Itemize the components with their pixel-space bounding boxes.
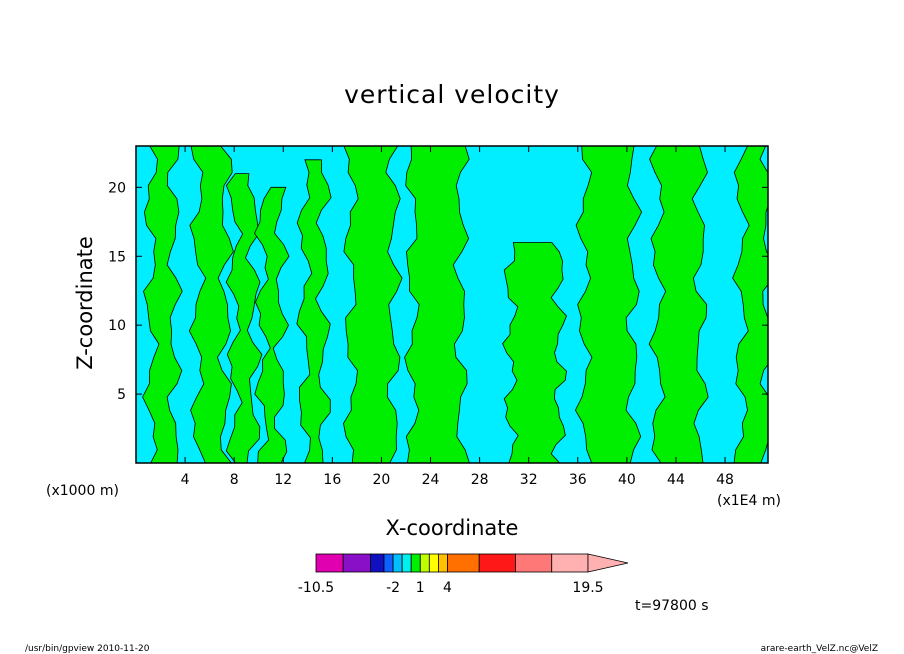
x-unit-right: (x1E4 m): [717, 493, 781, 509]
colorbar-tick-label: -2: [386, 580, 400, 596]
colorbar-segment: [410, 553, 421, 573]
positive-band: [343, 146, 403, 463]
colorbar-segment: [401, 553, 412, 573]
colorbar-tick-label: 19.5: [572, 580, 603, 596]
x-tick-label: 20: [373, 472, 391, 488]
colorbar-segment: [419, 553, 430, 573]
x-axis: 4 8 12 16 20 24 28 32 36 40 44 48: [181, 146, 734, 488]
chart-title: vertical velocity: [344, 80, 560, 109]
positive-band: [732, 146, 768, 463]
colorbar-segment: [392, 553, 403, 573]
positive-band: [502, 242, 567, 463]
y-tick-label: 10: [108, 318, 126, 334]
positive-band: [188, 146, 234, 463]
colorbar-segment: [342, 553, 371, 573]
colorbar-segment: [369, 553, 385, 573]
time-label: t=97800 s: [635, 598, 709, 614]
x-tick-label: 12: [274, 472, 292, 488]
footer-right: arare-earth_VelZ.nc@VelZ: [761, 644, 878, 654]
positive-band: [254, 186, 290, 463]
x-unit-left: (x1000 m): [46, 483, 119, 499]
y-tick-label: 5: [117, 387, 126, 403]
x-tick-label: 16: [323, 472, 341, 488]
colorbar-tick-label: -10.5: [298, 580, 334, 596]
x-tick-label: 48: [716, 472, 734, 488]
x-tick-label: 24: [422, 472, 440, 488]
colorbar-extension-arrow: [587, 553, 629, 573]
x-tick-label: 32: [520, 472, 538, 488]
colorbar-segment: [315, 553, 344, 573]
colorbar-segment: [551, 553, 589, 573]
colorbar-segment: [383, 553, 394, 573]
positive-band: [142, 146, 183, 463]
positive-band: [225, 173, 263, 463]
positive-band: [574, 146, 643, 463]
footer-left: /usr/bin/gpview 2010-11-20: [25, 644, 150, 654]
y-tick-label: 15: [108, 249, 126, 265]
colorbar-segment: [428, 553, 439, 573]
x-tick-label: 4: [181, 472, 190, 488]
y-axis-label: Z-coordinate: [73, 236, 97, 370]
x-axis-label: X-coordinate: [386, 516, 519, 540]
plot-frame: [135, 145, 769, 464]
positive-velocity-regions: [142, 146, 768, 463]
colorbar-labels: -10.5 -2 1 4 19.5: [298, 580, 604, 596]
x-tick-label: 8: [230, 472, 239, 488]
colorbar-segment: [447, 553, 480, 573]
colorbar-tick-label: 1: [416, 580, 425, 596]
positive-band: [404, 146, 470, 463]
y-tick-label: 20: [108, 180, 126, 196]
colorbar-segment: [478, 553, 516, 573]
x-tick-label: 40: [618, 472, 636, 488]
y-axis: 5 10 15 20: [108, 180, 768, 403]
x-tick-label: 36: [569, 472, 587, 488]
positive-band: [648, 146, 709, 463]
x-tick-label: 28: [471, 472, 489, 488]
colorbar: [315, 553, 629, 573]
colorbar-segment: [437, 553, 448, 573]
colorbar-tick-label: 4: [443, 580, 452, 596]
colorbar-segment: [515, 553, 553, 573]
positive-band: [296, 159, 332, 463]
x-tick-label: 44: [667, 472, 685, 488]
